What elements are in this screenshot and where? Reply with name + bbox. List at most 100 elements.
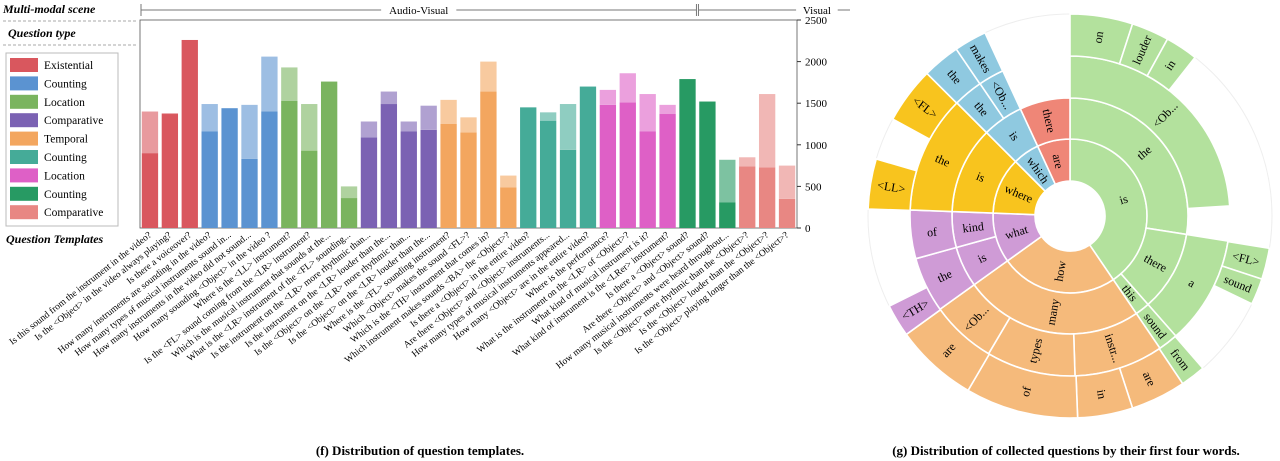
bar-light <box>500 175 517 188</box>
bar-light <box>340 186 358 199</box>
question-type-label: Question type <box>8 26 76 40</box>
legend-label: Comparative <box>44 115 103 127</box>
right-caption: (g) Distribution of collected questions … <box>892 443 1240 458</box>
bar-light <box>758 94 776 168</box>
bar-dark <box>739 166 756 228</box>
legend-label: Counting <box>44 152 87 164</box>
bar-dark <box>360 137 378 228</box>
legend-swatch <box>10 94 38 109</box>
bar-dark <box>241 158 258 228</box>
bar-dark <box>320 81 338 229</box>
bar-light <box>659 104 676 115</box>
legend-swatch <box>10 113 38 128</box>
legend-label: Comparative <box>44 207 103 219</box>
y-tick-label: 500 <box>805 181 822 193</box>
sunburst-label: how <box>1052 259 1069 282</box>
bar-dark <box>778 198 796 228</box>
sunburst-segment <box>1019 97 1071 148</box>
bar-dark <box>221 108 238 228</box>
bar-light <box>261 56 278 112</box>
bar-light <box>639 94 656 132</box>
bar-light <box>360 121 378 138</box>
bar-dark <box>181 39 198 228</box>
sunburst-segment <box>867 157 918 212</box>
y-tick-label: 1000 <box>805 140 828 152</box>
bar-dark <box>520 107 537 228</box>
legend-swatch <box>10 205 38 220</box>
bar-dark <box>380 104 398 228</box>
scene-group-label: Visual <box>803 5 831 17</box>
legend-swatch <box>10 168 38 183</box>
sunburst-label: the <box>933 151 952 170</box>
bar-dark <box>460 132 477 228</box>
sunburst-label: on <box>1091 30 1107 44</box>
bar-light <box>460 117 477 133</box>
legend-swatch <box>10 76 38 91</box>
bar-light <box>559 104 577 150</box>
y-tick-label: 2500 <box>805 15 828 27</box>
legend-label: Counting <box>44 78 87 90</box>
sunburst-segment <box>955 31 1004 85</box>
bar-light <box>301 104 318 151</box>
sunburst-label: types <box>1026 336 1046 364</box>
bar-dark <box>579 86 597 228</box>
legend-swatch <box>10 131 38 146</box>
sunburst-label: are <box>1140 369 1159 388</box>
bar-dark <box>281 100 298 228</box>
y-tick-label: 1500 <box>805 98 828 110</box>
bar-dark <box>619 102 636 228</box>
sunburst-label: <LL> <box>876 178 906 196</box>
legend-label: Location <box>44 97 85 109</box>
sunburst-label: many <box>1044 298 1062 327</box>
bar-dark <box>699 101 716 228</box>
y-tick-label: 2000 <box>805 57 828 69</box>
sunburst-segment <box>1146 37 1197 92</box>
legend-label: Location <box>44 170 85 182</box>
bar-dark <box>161 114 179 228</box>
question-templates-label: Question Templates <box>6 232 104 246</box>
sunburst-label: of <box>1018 385 1034 398</box>
bar-light <box>281 67 298 101</box>
sunburst-label: kind <box>962 219 985 235</box>
bar-dark <box>420 129 437 228</box>
bar-dark <box>340 198 358 228</box>
bar-light <box>619 73 636 103</box>
bar-light <box>480 61 497 92</box>
legend-label: Counting <box>44 189 87 201</box>
bar-light <box>539 112 557 121</box>
bar-light <box>778 165 796 199</box>
bar-dark <box>758 167 776 228</box>
bar-dark <box>480 91 497 228</box>
bar-dark <box>301 150 318 228</box>
sunburst-label: there <box>1040 108 1059 134</box>
bar-layer: 0 500 1000 1500 2000 2500 Numbers Audio-Visual V… <box>5 4 850 371</box>
sunburst-label: what <box>1003 222 1030 242</box>
bar-dark <box>719 202 736 228</box>
legend-swatch <box>10 186 38 201</box>
legend-label: Temporal <box>44 134 88 146</box>
sunburst-segment <box>1212 265 1263 305</box>
bar-dark <box>201 131 218 228</box>
bar-light <box>380 91 398 105</box>
bar-dark <box>679 79 696 229</box>
bar-light <box>141 111 159 154</box>
bar-dark <box>440 124 457 228</box>
bar-dark <box>400 131 417 228</box>
bar-dark <box>141 153 159 228</box>
scene-group-label: Audio-Visual <box>389 5 448 17</box>
legend-swatch <box>10 150 38 164</box>
legend: Existential Counting Location Comparative Te… <box>5 52 119 227</box>
bar-dark <box>500 187 517 228</box>
bar-light <box>599 89 617 105</box>
bar-light <box>719 159 736 203</box>
multimodal-scene-label: Multi-modal scene <box>2 2 96 16</box>
bar-light <box>161 113 179 115</box>
bar-light <box>201 104 218 132</box>
left-caption: (f) Distribution of question templates. <box>316 443 524 458</box>
bar-dark <box>659 114 676 228</box>
sunburst-label: in <box>1094 388 1109 400</box>
bar-dark <box>261 111 278 228</box>
